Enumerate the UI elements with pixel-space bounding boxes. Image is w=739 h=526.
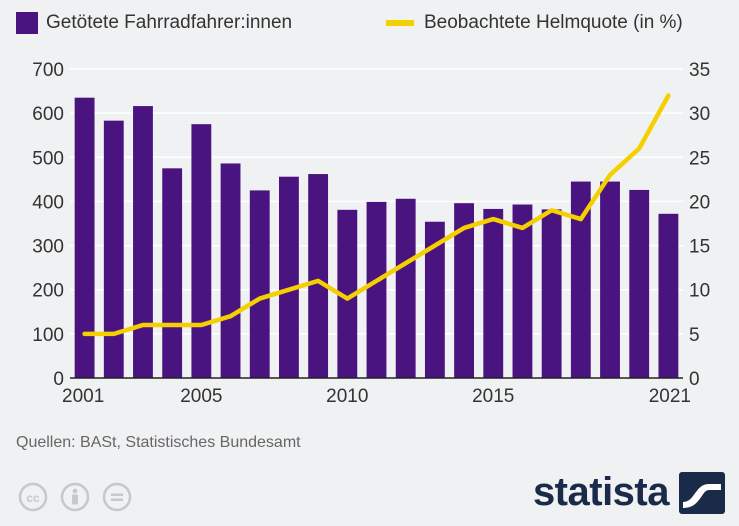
y-left-tick-label: 400 (32, 192, 64, 213)
statista-brand: statista (533, 470, 725, 515)
bar-2013 (424, 221, 445, 378)
bar-2016 (512, 204, 533, 378)
legend-bar-swatch (16, 12, 38, 34)
bar-2017 (541, 209, 562, 378)
creative-commons-icon: cc (18, 482, 48, 512)
y-right-tick-label: 0 (689, 369, 700, 390)
bar-2001 (74, 97, 95, 378)
bar-2005 (191, 124, 212, 378)
legend-line-label: Beobachtete Helmquote (in %) (424, 12, 683, 33)
combo-chart: 0 100 200 300 400 500 600 700 0 5 10 15 20 25 30 35 2001… (32, 60, 710, 407)
bar-2021 (658, 213, 679, 378)
bar-2008 (279, 176, 299, 378)
x-tick-label: 2005 (180, 386, 222, 407)
source-note: Quellen: BASt, Statistisches Bundesamt (16, 434, 301, 451)
bar-2020 (629, 189, 650, 378)
y-left-tick-label: 200 (32, 281, 64, 302)
bar-2006 (220, 163, 241, 378)
bar-2012 (395, 198, 416, 378)
y-right-tick-label: 30 (689, 104, 710, 125)
bar-2015 (483, 208, 504, 378)
y-right-tick-label: 10 (689, 281, 710, 302)
attribution-icon (60, 482, 90, 512)
svg-text:cc: cc (26, 491, 40, 505)
y-right-tick-label: 35 (689, 60, 710, 81)
bar-2009 (308, 174, 329, 378)
bar-2011 (366, 201, 387, 378)
y-left-tick-label: 600 (32, 104, 64, 125)
x-tick-label: 2010 (326, 386, 368, 407)
legend-line: Beobachtete Helmquote (in %) (386, 10, 683, 36)
bar-2004 (162, 168, 183, 378)
statista-logo-icon (679, 471, 725, 514)
legend-line-swatch (386, 20, 414, 26)
x-tick-label: 2001 (62, 386, 104, 407)
helmet-rate-line (82, 93, 671, 337)
y-left-tick-label: 500 (32, 148, 64, 169)
y-left-tick-label: 100 (32, 325, 64, 346)
y-left-tick-label: 0 (53, 369, 64, 390)
x-tick-label: 2015 (472, 386, 514, 407)
bar-2002 (103, 120, 124, 378)
y-right-tick-label: 20 (689, 192, 710, 213)
brand-wordmark: statista (532, 470, 670, 514)
bar-2007 (249, 190, 270, 378)
x-tick-label: 2021 (649, 386, 691, 407)
legend-bars-label: Getötete Fahrradfahrer:innen (46, 12, 293, 33)
bar-2018 (570, 181, 591, 378)
y-right-tick-label: 15 (689, 237, 710, 258)
y-right-tick-label: 5 (689, 325, 700, 346)
no-derivatives-icon (102, 482, 132, 512)
bar-2010 (337, 209, 358, 378)
bar-2019 (600, 181, 620, 378)
y-right-tick-label: 25 (689, 148, 710, 169)
legend-bars: Getötete Fahrradfahrer:innen (16, 10, 292, 36)
license-icons: cc (18, 482, 132, 512)
y-left-tick-label: 700 (32, 60, 64, 81)
bar-2003 (133, 106, 153, 378)
bar-2014 (454, 203, 474, 378)
y-left-tick-label: 300 (32, 237, 64, 258)
